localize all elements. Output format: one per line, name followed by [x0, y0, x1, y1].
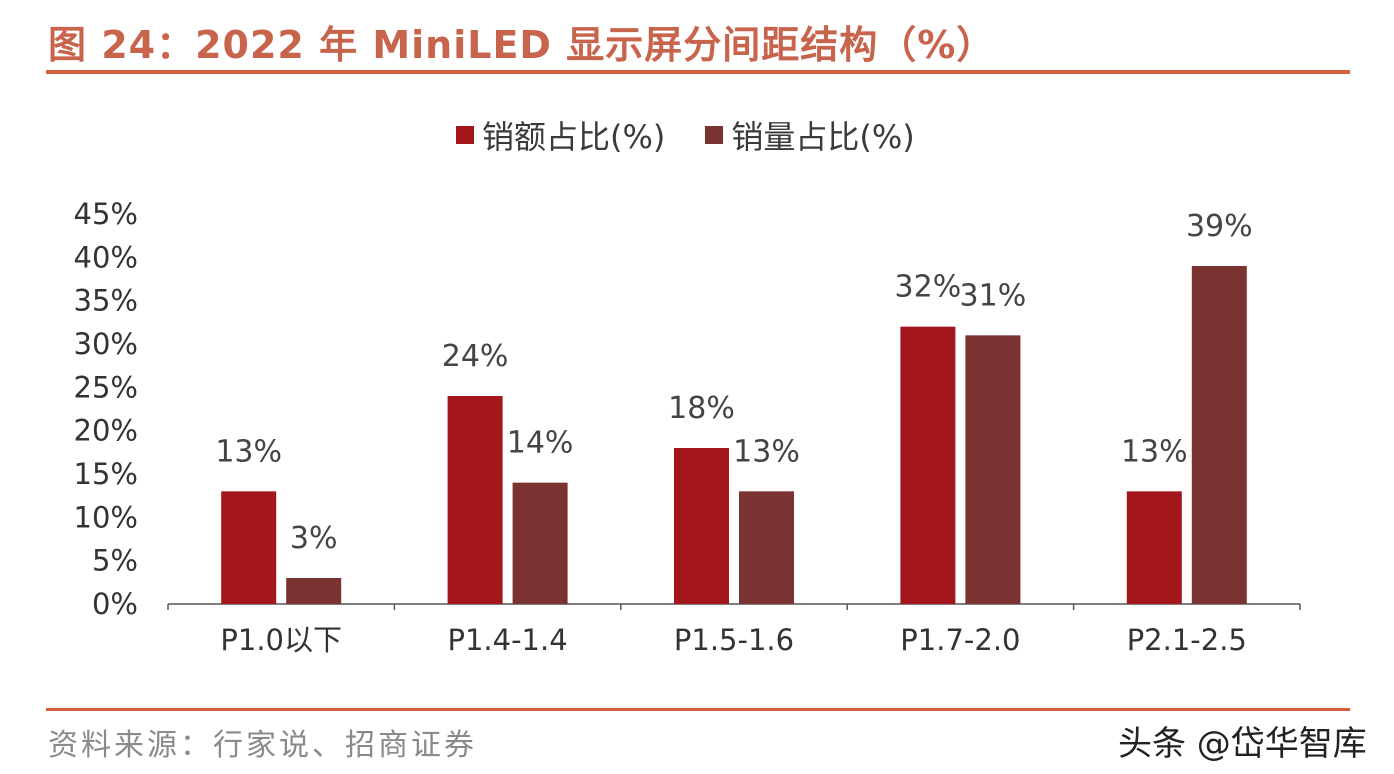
bar-sales-volume — [512, 482, 568, 604]
y-tick-label: 45% — [74, 197, 138, 231]
data-label: 18% — [668, 391, 735, 426]
bar-sales-value — [900, 326, 956, 604]
x-category-label: P1.5-1.6 — [674, 623, 794, 657]
bar-sales-value — [1126, 491, 1182, 604]
legend-swatch-sales-value — [456, 126, 474, 144]
data-label: 39% — [1186, 209, 1253, 244]
y-tick-label: 15% — [74, 457, 138, 491]
y-tick-label: 40% — [74, 240, 138, 274]
y-tick-label: 10% — [74, 500, 138, 534]
data-label: 14% — [507, 426, 574, 461]
watermark: 头条 @岱华智库 — [1118, 724, 1367, 764]
title-underline — [46, 70, 1350, 74]
bar-sales-volume — [1191, 266, 1247, 604]
data-label: 13% — [215, 434, 282, 469]
x-category-label: P1.4-1.4 — [447, 623, 567, 657]
bar-sales-volume — [286, 578, 342, 604]
y-tick-label: 0% — [92, 587, 138, 621]
y-tick-label: 25% — [74, 370, 138, 404]
legend-item-sales-value: 销额占比(%) — [456, 112, 665, 158]
data-label: 13% — [1121, 434, 1188, 469]
y-tick-label: 5% — [92, 544, 138, 578]
chart-legend: 销额占比(%) 销量占比(%) — [456, 112, 955, 158]
x-category-label: P1.7-2.0 — [900, 623, 1020, 657]
y-tick-label: 30% — [74, 327, 138, 361]
y-tick-label: 35% — [74, 284, 138, 318]
data-label: 13% — [733, 434, 800, 469]
x-category-label: P1.0以下 — [220, 623, 342, 657]
data-label: 3% — [290, 521, 338, 556]
legend-swatch-sales-volume — [705, 126, 724, 144]
data-label: 32% — [895, 270, 962, 305]
data-label: 31% — [960, 278, 1027, 313]
legend-label-sales-value: 销额占比(%) — [482, 118, 666, 156]
footer-rule — [46, 708, 1350, 711]
bar-sales-value — [447, 396, 503, 604]
chart-title: 图 24：2022 年 MiniLED 显示屏分间距结构（%） — [48, 23, 996, 67]
y-tick-label: 20% — [74, 414, 138, 448]
bar-sales-volume — [965, 335, 1021, 604]
bar-sales-value — [221, 491, 277, 604]
legend-item-sales-volume: 销量占比(%) — [705, 112, 915, 158]
source-note: 资料来源：行家说、招商证券 — [48, 728, 477, 763]
data-label: 24% — [442, 339, 509, 374]
bar-sales-volume — [739, 491, 794, 604]
bar-sales-value — [674, 448, 729, 604]
x-category-label: P2.1-2.5 — [1127, 623, 1247, 657]
legend-label-sales-volume: 销量占比(%) — [731, 118, 915, 156]
